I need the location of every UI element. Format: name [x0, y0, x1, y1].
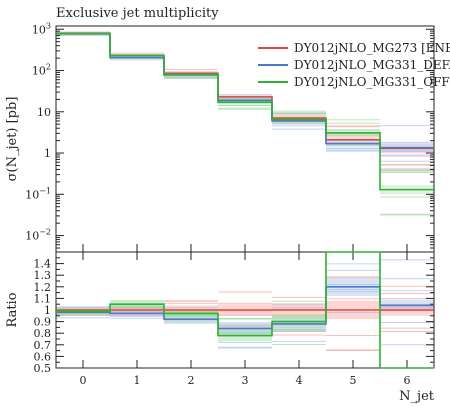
- y-tick-label: 10−2: [25, 228, 51, 243]
- x-tick-label: 1: [134, 374, 141, 387]
- x-tick-label: 4: [296, 374, 303, 387]
- axis-labels: σ(N_jet) [pb] Ratio N_jet: [5, 97, 435, 404]
- ratio-y-tick-label: 1.1: [34, 292, 52, 305]
- main-series-line: [56, 32, 434, 191]
- main-series-line: [56, 32, 434, 149]
- ratio-y-tick-label: 1: [44, 304, 51, 317]
- y-tick-label: 10−1: [25, 186, 51, 201]
- ratio-y-tick-label: 0.5: [34, 362, 52, 375]
- legend: DY012jNLO_MG273 [ENE DY012jNLO_MG331_DEFA…: [258, 41, 450, 89]
- x-tick-label: 3: [242, 374, 249, 387]
- legend-label: DY012jNLO_MG331_DEFA: [294, 58, 450, 72]
- legend-label: DY012jNLO_MG273 [ENE: [294, 41, 450, 55]
- chart-title: Exclusive jet multiplicity: [56, 6, 219, 21]
- y-tick-label: 10: [37, 106, 51, 119]
- x-tick-label: 5: [350, 374, 357, 387]
- ratio-y-tick-label: 0.6: [34, 350, 52, 363]
- ratio-y-tick-label: 1.3: [34, 269, 52, 282]
- x-tick-label: 6: [404, 374, 411, 387]
- ratio-series-line: [56, 251, 434, 369]
- ratio-y-tick-label: 1.2: [34, 281, 52, 294]
- ratio-series-line: [56, 286, 434, 330]
- x-tick-label: 2: [188, 374, 195, 387]
- ratio-y-tick-label: 1.4: [34, 258, 52, 271]
- y-tick-label: 103: [32, 21, 51, 36]
- x-axis-label: N_jet: [399, 389, 435, 404]
- series-lines: [56, 32, 434, 369]
- ratio-y-tick-label: 0.8: [34, 327, 52, 340]
- ratio-y-tick-label: 0.7: [34, 339, 52, 352]
- ratio-axis-label: Ratio: [5, 292, 20, 327]
- y-tick-label: 102: [32, 63, 51, 78]
- ratio-y-tick-label: 0.9: [34, 316, 52, 329]
- y-tick-label: 1: [44, 147, 51, 160]
- legend-label: DY012jNLO_MG331_OFFI: [294, 75, 450, 89]
- y-axis-label: σ(N_jet) [pb]: [5, 97, 20, 182]
- x-tick-label: 0: [80, 374, 87, 387]
